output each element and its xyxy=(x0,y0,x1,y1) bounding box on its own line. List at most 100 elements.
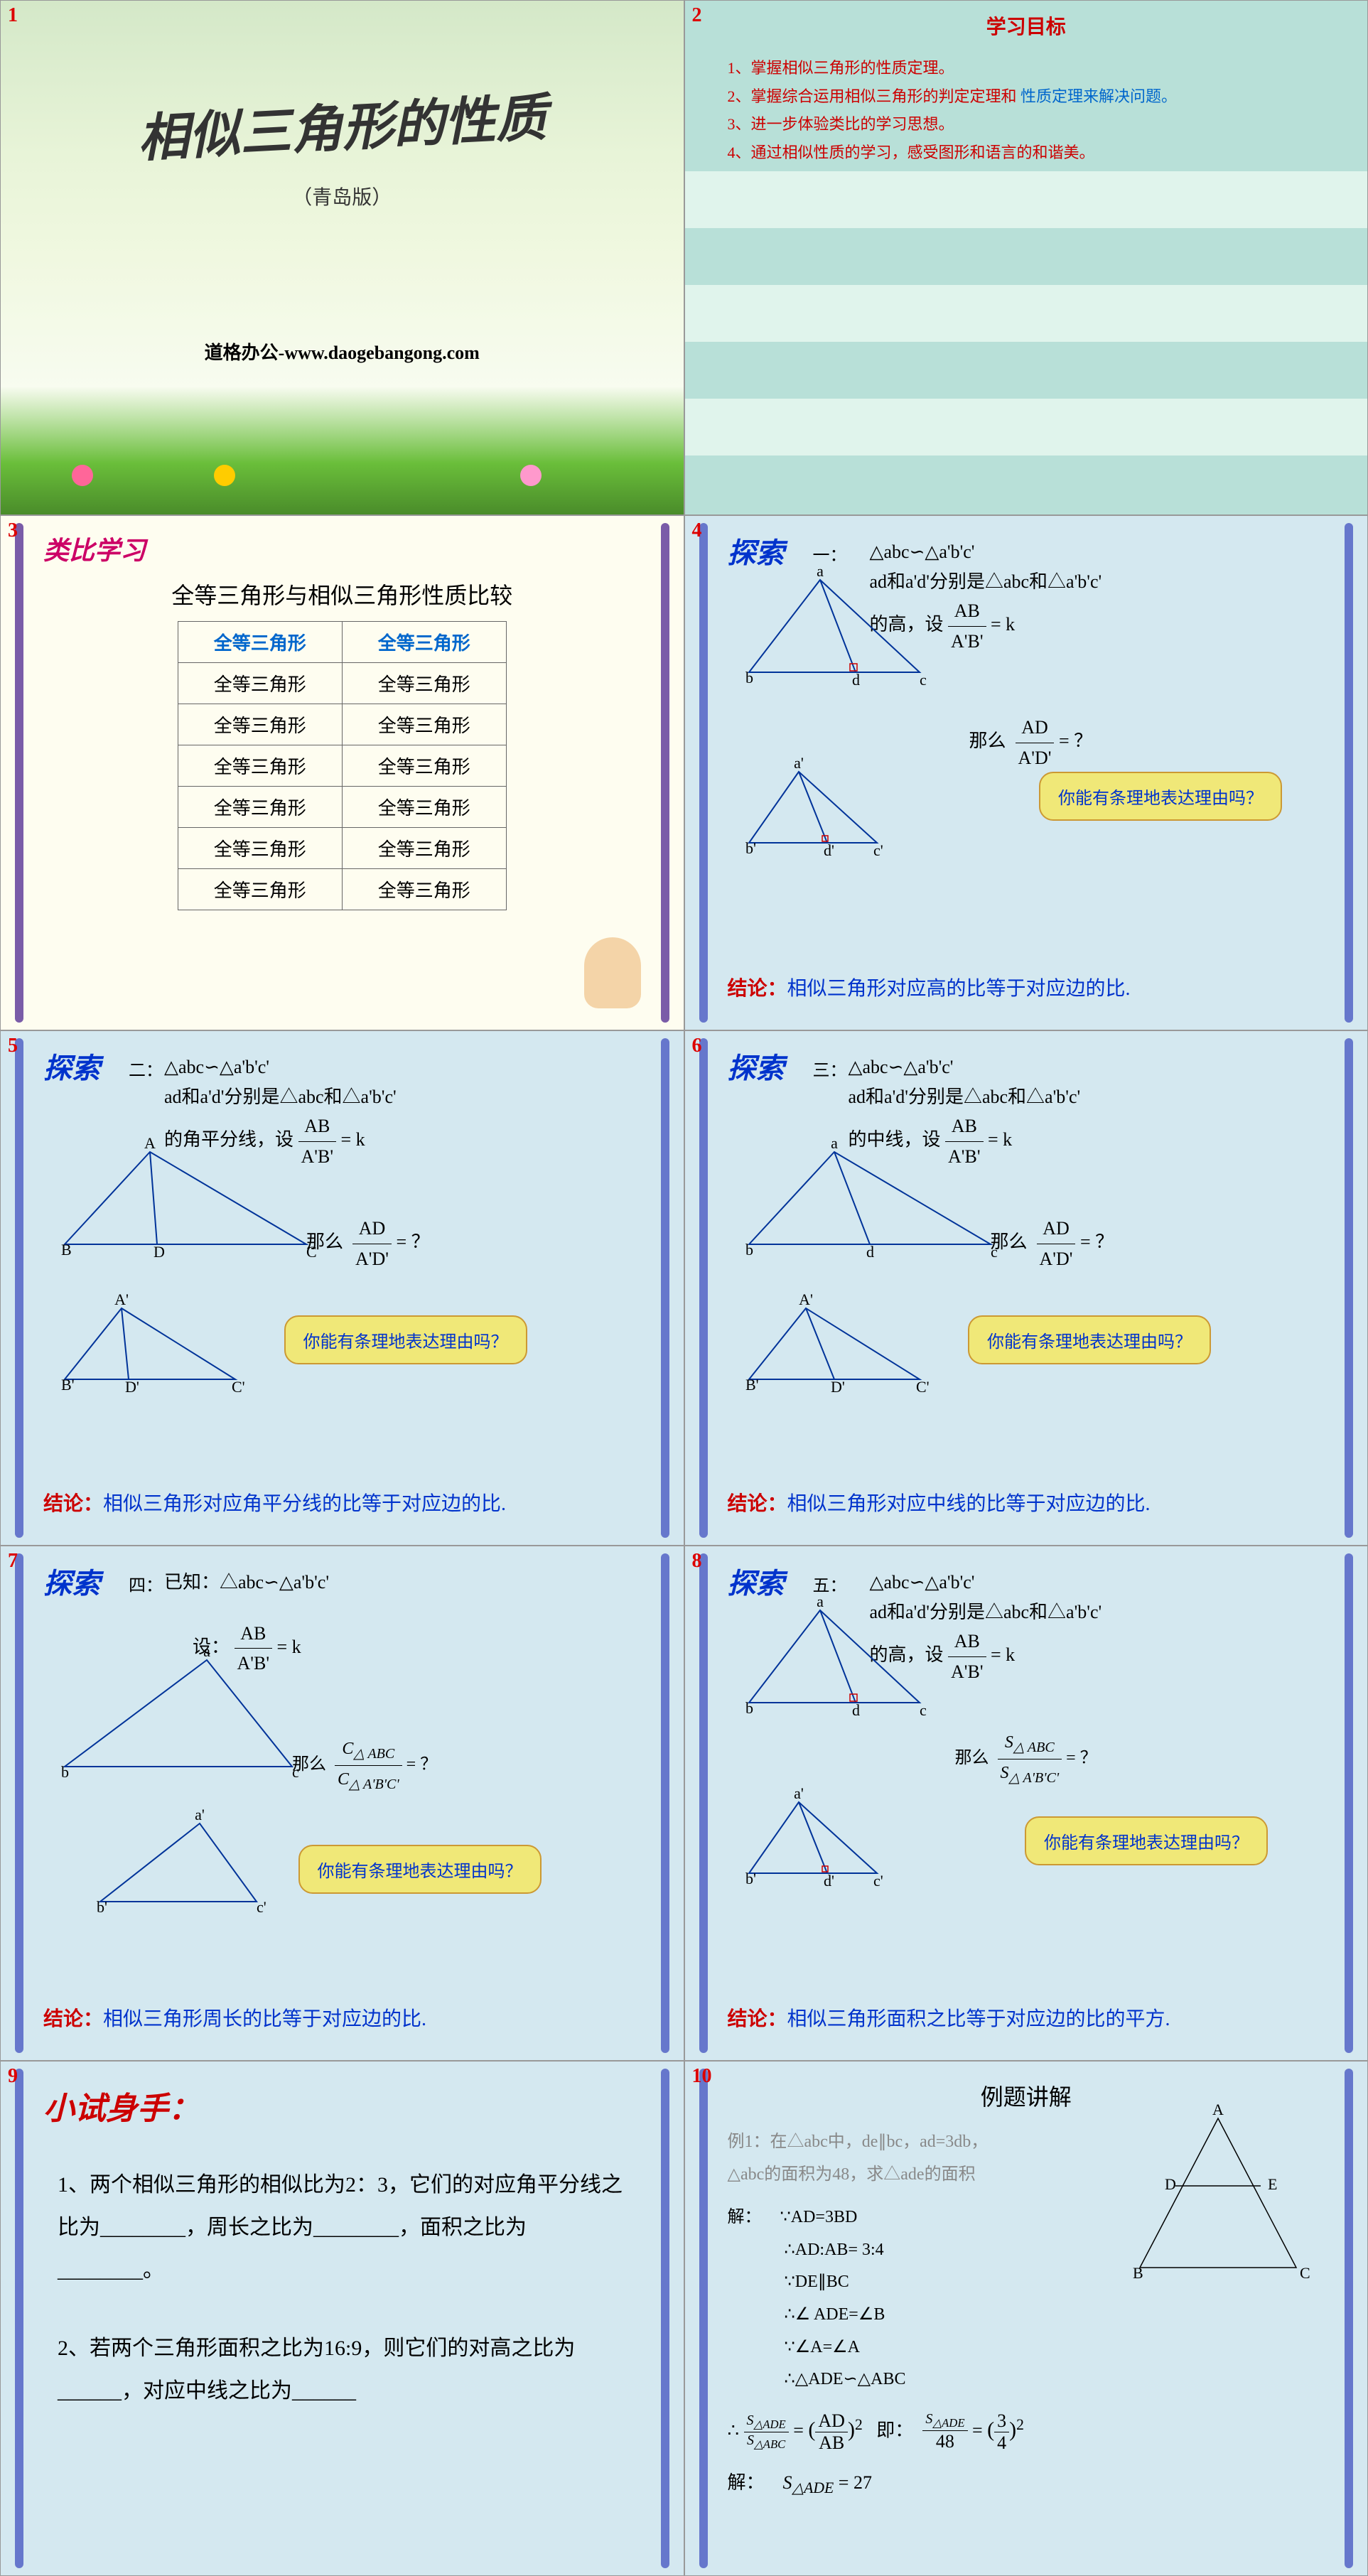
border-decoration xyxy=(15,523,23,1023)
thought-bubble: 你能有条理地表达理由吗？ xyxy=(1039,772,1282,821)
grass-decoration xyxy=(1,387,684,514)
goal-item: 4、通过相似性质的学习，感受图形和语言的和谐美。 xyxy=(728,139,1325,167)
border-decoration xyxy=(699,523,708,1023)
explore-body: △abc∽△a'b'c' ad和a'd'分别是△abc和△a'b'c' 的高，设… xyxy=(870,537,1325,773)
conclusion: 结论：相似三角形对应角平分线的比等于对应边的比. xyxy=(43,1488,641,1516)
slide-7: 7 探索 四： 已知：△abc∽△a'b'c' 设： ABA'B' = k 那么… xyxy=(0,1546,684,2061)
slide-5: 5 探索 二： △abc∽△a'b'c' ad和a'd'分别是△abc和△a'b… xyxy=(0,1030,684,1546)
triangle-diagram-small: A' B' D' C' xyxy=(50,1294,249,1394)
svg-text:C': C' xyxy=(916,1378,930,1394)
svg-text:d: d xyxy=(852,1701,860,1719)
conclusion: 结论：相似三角形周长的比等于对应边的比. xyxy=(43,2003,641,2032)
table-cell: 全等三角形 xyxy=(178,704,342,745)
slide-number: 10 xyxy=(692,2065,712,2088)
table-cell: 全等三角形 xyxy=(342,745,506,787)
svg-text:b': b' xyxy=(745,839,756,857)
svg-text:A: A xyxy=(144,1138,156,1152)
svg-text:d: d xyxy=(866,1243,874,1261)
learning-goals-title: 学习目标 xyxy=(685,1,1368,40)
svg-text:B: B xyxy=(61,1241,72,1259)
svg-text:b': b' xyxy=(745,1870,756,1887)
svg-text:C: C xyxy=(1300,2264,1310,2282)
svg-text:B': B' xyxy=(745,1376,759,1394)
svg-text:c': c' xyxy=(257,1898,266,1916)
explore-body: △abc∽△a'b'c' ad和a'd'分别是△abc和△a'b'c' 的高，设… xyxy=(870,1568,1325,1789)
svg-text:b: b xyxy=(745,1241,753,1259)
svg-text:A: A xyxy=(1212,2104,1224,2118)
border-decoration xyxy=(661,523,669,1023)
table-cell: 全等三角形 xyxy=(342,787,506,828)
border-decoration xyxy=(1345,523,1353,1023)
svg-text:b: b xyxy=(61,1763,69,1781)
svg-text:a: a xyxy=(817,566,824,580)
flower-decoration xyxy=(520,465,542,486)
slide-number: 7 xyxy=(8,1550,18,1573)
triangle-diagram: a b d c xyxy=(735,1596,934,1724)
question-1: 1、两个相似三角形的相似比为2：3，它们的对应角平分线之比为________，周… xyxy=(58,2164,627,2292)
slide-10: 10 例题讲解 例1：在△abc中，de∥bc，ad=3db， △abc的面积为… xyxy=(684,2061,1368,2576)
table-cell: 全等三角形 xyxy=(178,787,342,828)
thought-bubble: 你能有条理地表达理由吗？ xyxy=(298,1845,542,1894)
goals-list: 1、掌握相似三角形的性质定理。 2、掌握综合运用相似三角形的判定定理和 性质定理… xyxy=(728,54,1325,166)
svg-text:d': d' xyxy=(824,1872,834,1887)
svg-text:A': A' xyxy=(114,1294,129,1308)
explore-number: 五： xyxy=(813,1571,847,1596)
svg-text:C': C' xyxy=(232,1378,245,1394)
border-decoration xyxy=(661,1038,669,1538)
url-text: 道格办公-www.daogebangong.com xyxy=(1,338,684,365)
conclusion: 结论：相似三角形面积之比等于对应边的比的平方. xyxy=(728,2003,1325,2032)
triangle-diagram-small: A' B' D' C' xyxy=(735,1294,934,1394)
practice-heading: 小试身手： xyxy=(43,2083,641,2128)
slide-3: 3 类比学习 全等三角形与相似三角形性质比较 全等三角形全等三角形 全等三角形全… xyxy=(0,515,684,1030)
goal-item: 3、进一步体验类比的学习思想。 xyxy=(728,110,1325,139)
explore-number: 一： xyxy=(813,541,847,566)
formula-row: ∴ S△ADES△ABC = (ADAB)2 即： S△ADE48 = (34)… xyxy=(728,2410,1325,2454)
explore-heading: 探索 xyxy=(43,1561,100,1602)
table-header: 全等三角形 xyxy=(178,622,342,663)
triangle-diagram: A B D C xyxy=(50,1138,321,1266)
subtitle: （青岛版） xyxy=(1,182,684,210)
result: 解： S△ADE = 27 xyxy=(728,2468,1325,2497)
thought-bubble: 你能有条理地表达理由吗？ xyxy=(968,1315,1211,1364)
main-title: 相似三角形的性质 xyxy=(0,68,684,178)
slide-number: 5 xyxy=(8,1035,18,1057)
slide-number: 8 xyxy=(692,1550,702,1573)
conclusion: 结论：相似三角形对应中线的比等于对应边的比. xyxy=(728,1488,1325,1516)
svg-text:D': D' xyxy=(125,1378,139,1394)
slide-6: 6 探索 三： △abc∽△a'b'c' ad和a'd'分别是△abc和△a'b… xyxy=(684,1030,1368,1546)
table-title: 全等三角形与相似三角形性质比较 xyxy=(1,578,684,610)
svg-text:a': a' xyxy=(195,1809,205,1823)
explore-heading: 探索 xyxy=(43,1045,100,1087)
bunny-decoration xyxy=(584,937,641,1008)
slide-number: 6 xyxy=(692,1035,702,1057)
explore-number: 三： xyxy=(813,1056,847,1081)
explore-number: 二： xyxy=(129,1056,163,1081)
flower-decoration xyxy=(72,465,93,486)
slide-number: 2 xyxy=(692,4,702,27)
table-cell: 全等三角形 xyxy=(342,704,506,745)
slide-2: 2 学习目标 1、掌握相似三角形的性质定理。 2、掌握综合运用相似三角形的判定定… xyxy=(684,0,1368,515)
thought-bubble: 你能有条理地表达理由吗？ xyxy=(284,1315,527,1364)
triangle-diagram: a b d c xyxy=(735,1138,1005,1266)
table-cell: 全等三角形 xyxy=(342,869,506,910)
border-decoration xyxy=(1345,1553,1353,2053)
svg-text:A': A' xyxy=(799,1294,813,1308)
border-decoration xyxy=(661,1553,669,2053)
slide-number: 3 xyxy=(8,519,18,542)
border-decoration xyxy=(699,1038,708,1538)
border-decoration xyxy=(699,2069,708,2568)
svg-text:d: d xyxy=(852,671,860,689)
flower-decoration xyxy=(214,465,235,486)
table-header: 全等三角形 xyxy=(342,622,506,663)
slide-number: 4 xyxy=(692,519,702,542)
svg-text:B': B' xyxy=(61,1376,75,1394)
svg-text:a: a xyxy=(831,1138,838,1152)
svg-text:D': D' xyxy=(831,1378,845,1394)
svg-text:b': b' xyxy=(97,1898,107,1916)
table-cell: 全等三角形 xyxy=(178,828,342,869)
border-decoration xyxy=(661,2069,669,2568)
triangle-diagram: a b d c xyxy=(735,566,934,694)
svg-text:b: b xyxy=(745,669,753,686)
svg-text:c: c xyxy=(920,671,927,689)
border-decoration xyxy=(1345,1038,1353,1538)
